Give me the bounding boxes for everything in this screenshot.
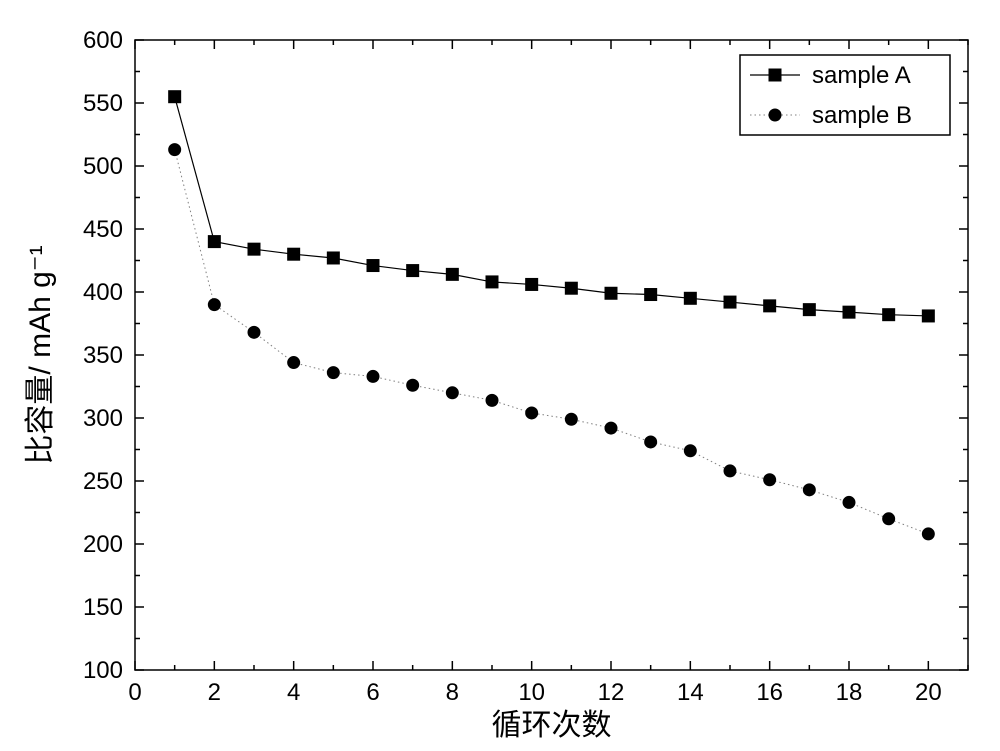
series-B-marker [645,436,657,448]
series-B-marker [446,387,458,399]
x-tick-label: 16 [756,679,783,706]
series-B-marker [565,413,577,425]
x-tick-label: 6 [366,679,379,706]
series-B-marker [486,394,498,406]
series-A-marker [645,289,657,301]
series-B-marker [922,528,934,540]
y-axis-label: 比容量/ mAh g⁻¹ [24,245,57,464]
legend-marker-A [769,69,781,81]
y-tick-label: 350 [83,342,123,369]
series-B-marker [327,367,339,379]
x-tick-label: 10 [518,679,545,706]
capacity-vs-cycle-chart: 0 2 4 6 8 10 12 14 16 18 20 100 150 200 250 300 350 400 45… [0,0,1000,751]
series-A-marker [764,300,776,312]
series-B-line [175,150,929,534]
series-B-marker [208,299,220,311]
x-tick-label: 20 [915,679,942,706]
series-B-marker [843,496,855,508]
series-A-line [175,97,929,316]
x-tick-label: 0 [128,679,141,706]
series-A-marker [367,260,379,272]
chart-container: 0 2 4 6 8 10 12 14 16 18 20 100 150 200 250 300 350 400 45… [0,0,1000,751]
y-tick-label: 150 [83,594,123,621]
series-B-marker [605,422,617,434]
series-B-marker [684,445,696,457]
series-B-marker [883,513,895,525]
series-B-marker [724,465,736,477]
legend-marker-B [769,109,781,121]
legend-label-A: sample A [812,62,911,89]
x-tick-label: 8 [446,679,459,706]
y-tick-label: 600 [83,27,123,54]
series-A-marker [407,265,419,277]
x-tick-label: 18 [836,679,863,706]
series-A-marker [446,268,458,280]
series-A-marker [843,306,855,318]
y-tick-label: 300 [83,405,123,432]
legend-label-B: sample B [812,102,912,129]
series-A-marker [724,296,736,308]
series-A-marker [208,236,220,248]
x-tick-label: 12 [598,679,625,706]
series-A-marker [288,248,300,260]
series-A-marker [327,252,339,264]
series-B-marker [407,379,419,391]
y-tick-label: 400 [83,279,123,306]
series-A-marker [684,292,696,304]
y-tick-label: 200 [83,531,123,558]
series-A-marker [803,304,815,316]
series-B-marker [803,484,815,496]
series-B-marker [288,357,300,369]
y-tick-label: 450 [83,216,123,243]
series-B-marker [169,144,181,156]
series-A-marker [248,243,260,255]
y-tick-label: 100 [83,657,123,684]
x-axis-label: 循环次数 [492,709,612,742]
series-A-marker [605,287,617,299]
x-tick-label: 4 [287,679,300,706]
series-A-marker [486,276,498,288]
legend: sample A sample B [740,55,950,135]
y-tick-label: 500 [83,153,123,180]
series-B-marker [248,326,260,338]
series-A-marker [565,282,577,294]
series-B-marker [764,474,776,486]
series-A-marker [526,278,538,290]
y-tick-label: 550 [83,90,123,117]
series-A-marker [922,310,934,322]
y-tick-label: 250 [83,468,123,495]
x-tick-label: 2 [208,679,221,706]
series-B-marker [526,407,538,419]
series-A-marker [169,91,181,103]
series-B-marker [367,370,379,382]
series-A-marker [883,309,895,321]
x-tick-label: 14 [677,679,704,706]
